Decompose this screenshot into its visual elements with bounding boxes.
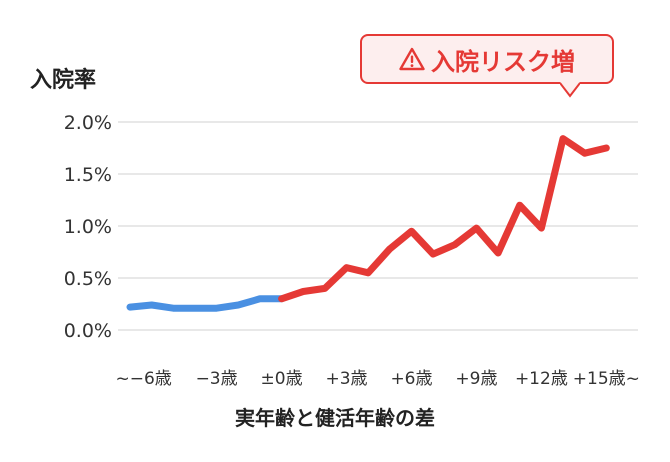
x-tick-label: +3歳	[325, 369, 367, 389]
x-tick-label: +9歳	[455, 369, 497, 389]
warning-icon	[399, 47, 425, 71]
y-tick-label: 0.0%	[64, 320, 112, 342]
y-axis-title: 入院率	[30, 68, 97, 93]
x-tick-label: ±0歳	[261, 369, 303, 389]
y-tick-label: 1.0%	[64, 216, 112, 238]
x-tick-label: −3歳	[196, 369, 238, 389]
x-tick-label: +12歳	[515, 369, 568, 389]
callout-text: 入院リスク増	[431, 47, 575, 76]
series-line-below	[126, 295, 286, 312]
x-axis-title: 実年齢と健活年齢の差	[235, 406, 435, 430]
series-lines	[126, 135, 610, 312]
x-tick-label: +6歳	[390, 369, 432, 389]
risk-callout: 入院リスク増	[360, 34, 614, 84]
series-line-above	[278, 135, 610, 303]
y-axis-tick-labels: 0.0% 0.5% 1.0% 1.5% 2.0%	[64, 112, 112, 342]
y-tick-label: 1.5%	[64, 164, 112, 186]
x-axis-tick-labels: ~−6歳 −3歳 ±0歳 +3歳 +6歳 +9歳 +12歳 +15歳~	[115, 369, 639, 389]
y-tick-label: 0.5%	[64, 268, 112, 290]
x-tick-label: ~−6歳	[115, 369, 171, 389]
y-tick-label: 2.0%	[64, 112, 112, 134]
x-tick-label: +15歳~	[573, 369, 640, 389]
